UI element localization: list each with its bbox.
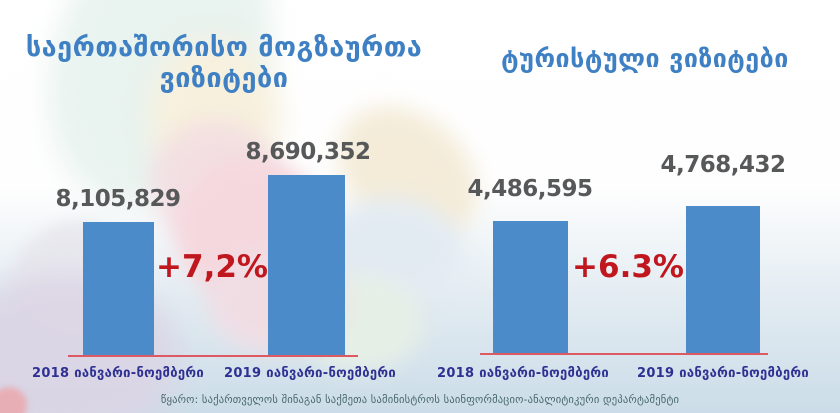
- percent-change-international: +7,2%: [156, 249, 268, 285]
- value-label-2019-tourist: 4,768,432: [660, 152, 787, 178]
- axis-label-2018-international: 2018 იანვარი-ნოემბერი: [31, 366, 205, 381]
- chart-title-international: საერთაშორისო მოგზაურთა ვიზიტები: [25, 32, 423, 95]
- bar-2018-tourist: [493, 221, 568, 353]
- axis-label-2019-tourist: 2019 იანვარი-ნოემბერი: [636, 366, 810, 381]
- value-label-2019-international: 8,690,352: [245, 139, 372, 165]
- chart-title-tourist: ტურისტული ვიზიტები: [501, 44, 789, 73]
- chart-title-line2: ვიზიტები: [159, 63, 289, 95]
- bar-2019-international: [268, 175, 345, 355]
- bar-2018-international: [83, 222, 154, 355]
- value-label-2018-tourist: 4,486,595: [467, 176, 594, 202]
- chart-title-line1: საერთაშორისო მოგზაურთა: [25, 32, 423, 63]
- source-attribution: წყარო: საქართველოს შინაგან საქმეთა სამინ…: [160, 394, 680, 406]
- value-label-2018-international: 8,105,829: [55, 186, 182, 212]
- percent-change-tourist: +6.3%: [572, 249, 684, 285]
- baseline-tourist: [480, 353, 768, 355]
- axis-label-2018-tourist: 2018 იანვარი-ნოემბერი: [436, 366, 610, 381]
- baseline-international: [68, 355, 358, 357]
- axis-label-2019-international: 2019 იანვარი-ნოემბერი: [223, 366, 397, 381]
- bar-2019-tourist: [686, 206, 760, 353]
